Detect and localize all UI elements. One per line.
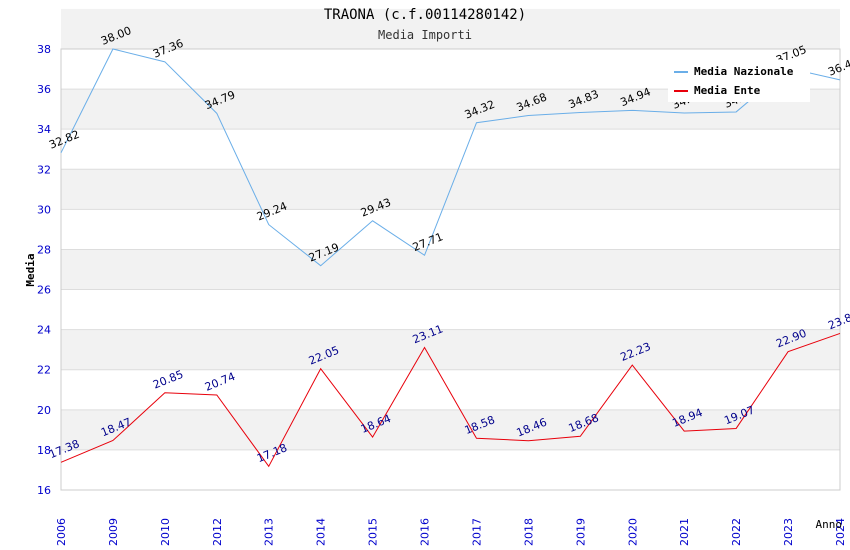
x-tick-label: 2012	[211, 518, 224, 546]
y-tick-label: 38	[37, 43, 51, 56]
data-label: 32.82	[47, 128, 81, 152]
legend-box	[668, 60, 810, 102]
x-tick-label: 2009	[107, 518, 120, 546]
x-tick-label: 2022	[730, 518, 743, 546]
x-tick-label: 2017	[470, 518, 483, 546]
x-tick-label: 2024	[834, 518, 847, 546]
x-tick-label: 2016	[419, 518, 432, 546]
x-tick-label: 2010	[159, 518, 172, 546]
plot-frame	[60, 48, 841, 491]
y-tick-label: 32	[37, 163, 51, 176]
grid-band	[61, 8, 840, 49]
x-tick-label: 2013	[263, 518, 276, 546]
y-axis-label: Media	[24, 253, 37, 286]
legend-label-media-ente: Media Ente	[694, 84, 761, 97]
y-tick-label: 26	[37, 284, 51, 297]
y-tick-label: 36	[37, 83, 51, 96]
x-tick-label: 2018	[522, 518, 535, 546]
chart-subtitle: Media Importi	[378, 28, 472, 42]
y-tick-label: 20	[37, 404, 51, 417]
y-tick-label: 18	[37, 444, 51, 457]
x-tick-label: 2023	[782, 518, 795, 546]
data-label: 36.46	[826, 55, 850, 79]
grid-band	[61, 329, 840, 370]
y-tick-label: 34	[37, 123, 51, 136]
grid-bands	[61, 8, 840, 450]
legend-label-media-nazionale: Media Nazionale	[694, 65, 794, 78]
y-tick-label: 28	[37, 243, 51, 256]
y-tick-label: 22	[37, 364, 51, 377]
x-tick-label: 2014	[315, 518, 328, 546]
series-line-media-ente	[60, 332, 841, 468]
data-label: 20.74	[203, 370, 237, 394]
x-tick-label: 2015	[367, 518, 380, 546]
y-tick-label: 30	[37, 203, 51, 216]
data-label: 23.81	[826, 308, 850, 332]
series-lines	[60, 48, 841, 468]
series-line-media-nazionale	[60, 48, 841, 267]
data-label: 20.85	[151, 368, 185, 392]
x-tick-label: 2006	[55, 518, 68, 546]
x-axis-label: Anno	[816, 518, 843, 531]
x-tick-label: 2020	[626, 518, 639, 546]
y-tick-label: 16	[37, 484, 51, 497]
x-tick-label: 2019	[574, 518, 587, 546]
x-tick-label: 2021	[678, 518, 691, 546]
grid-band	[61, 249, 840, 290]
y-axis-ticks: 16 18 20 22 24 26 28 30 32 34 36 38	[37, 43, 51, 497]
x-axis-ticks: 2006 2009 2010 2012 2013 2014 2015 2016 2017 2018…	[55, 518, 847, 546]
y-tick-label: 24	[37, 324, 51, 337]
legend: Media Nazionale Media Ente	[668, 60, 810, 102]
chart-title: TRAONA (c.f.00114280142)	[324, 7, 526, 23]
